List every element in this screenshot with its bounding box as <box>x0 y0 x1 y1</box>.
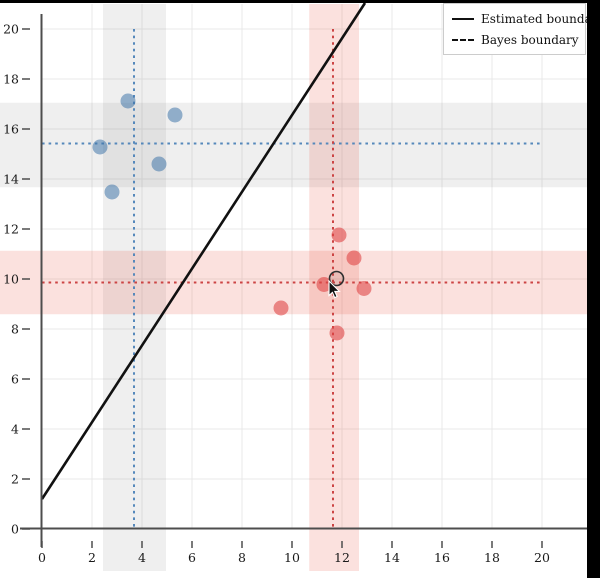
legend: Estimated boundary Bayes boundary <box>443 3 600 55</box>
y-tick-label: 8 <box>11 322 19 337</box>
band-horizontal-blue <box>0 102 587 188</box>
data-point-class-blue[interactable] <box>104 184 120 200</box>
data-point-class-red[interactable] <box>356 281 372 296</box>
x-tick-label: 14 <box>384 550 400 565</box>
legend-label: Bayes boundary <box>481 32 579 47</box>
legend-label: Estimated boundary <box>481 11 600 26</box>
dashed-line-sample <box>452 38 474 41</box>
x-tick-label: 4 <box>138 550 146 565</box>
y-tick-label: 12 <box>3 222 19 237</box>
y-tick-label: 6 <box>11 372 19 387</box>
x-tick-label: 12 <box>334 550 350 565</box>
y-tick-label: 20 <box>3 22 19 37</box>
data-point-class-blue[interactable] <box>167 107 183 123</box>
x-tick-label: 8 <box>238 550 246 565</box>
x-tick-label: 18 <box>484 550 500 565</box>
data-point-class-red[interactable] <box>273 300 289 316</box>
data-point-class-red[interactable] <box>329 325 345 341</box>
x-tick-label: 10 <box>284 550 300 565</box>
x-tick-label: 16 <box>434 550 450 565</box>
x-tick-label: 20 <box>534 550 550 565</box>
y-tick-label: 18 <box>3 72 19 87</box>
estimated-boundary-line <box>40 2 367 500</box>
y-tick-label: 14 <box>3 172 19 187</box>
legend-item-bayes-boundary: Bayes boundary <box>452 32 579 47</box>
x-tick-label: 0 <box>38 550 46 565</box>
y-tick-label: 10 <box>3 272 19 287</box>
x-tick-label: 2 <box>88 550 96 565</box>
legend-item-estimated-boundary: Estimated boundary <box>452 12 600 26</box>
data-point-class-red[interactable] <box>331 227 347 243</box>
y-tick-label: 4 <box>11 422 19 437</box>
window-border-top <box>0 0 600 3</box>
data-point-class-red[interactable] <box>316 277 332 292</box>
window-border-right <box>587 0 600 578</box>
solid-line-sample <box>452 17 474 20</box>
data-point-class-blue[interactable] <box>151 156 167 172</box>
y-tick-label: 16 <box>3 122 19 137</box>
x-tick-label: 6 <box>188 550 196 565</box>
data-point-class-red[interactable] <box>346 250 362 266</box>
y-tick-label: 2 <box>11 472 19 487</box>
data-point-class-blue[interactable] <box>92 139 108 155</box>
selected-point-ring[interactable] <box>328 270 345 287</box>
data-point-class-blue[interactable] <box>120 93 136 109</box>
y-tick-label: 0 <box>11 522 19 537</box>
